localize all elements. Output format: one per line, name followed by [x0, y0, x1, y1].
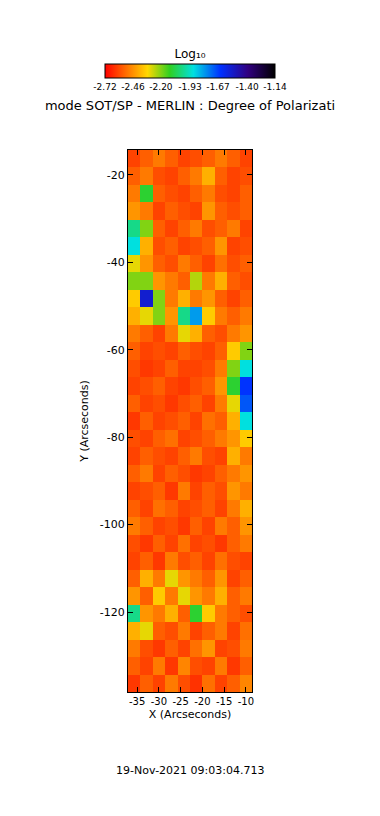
svg-text:-25: -25 [172, 696, 188, 707]
svg-text:-20: -20 [194, 696, 210, 707]
svg-text:-1.93: -1.93 [178, 82, 201, 92]
svg-text:-30: -30 [151, 696, 167, 707]
svg-text:X (Arcseconds): X (Arcseconds) [149, 708, 231, 721]
svg-text:-2.46: -2.46 [121, 82, 145, 92]
svg-text:-2.72: -2.72 [93, 82, 116, 92]
svg-text:mode SOT/SP - MERLIN : Degree: mode SOT/SP - MERLIN : Degree of Polariz… [45, 98, 335, 113]
svg-text:-2.20: -2.20 [149, 82, 173, 92]
svg-text:-40: -40 [107, 256, 125, 269]
svg-text:-1.67: -1.67 [206, 82, 229, 92]
svg-text:-60: -60 [107, 344, 125, 357]
svg-text:-80: -80 [107, 431, 125, 444]
svg-text:-20: -20 [107, 169, 125, 182]
svg-text:-15: -15 [216, 696, 232, 707]
svg-text:-120: -120 [100, 606, 125, 619]
svg-text:-10: -10 [238, 696, 254, 707]
svg-text:-1.14: -1.14 [263, 82, 287, 92]
svg-text:-35: -35 [129, 696, 145, 707]
svg-text:-100: -100 [100, 518, 125, 531]
svg-text:Log₁₀: Log₁₀ [174, 47, 205, 61]
svg-text:19-Nov-2021 09:03:04.713: 19-Nov-2021 09:03:04.713 [116, 764, 265, 777]
svg-text:-1.40: -1.40 [235, 82, 259, 92]
svg-text:Y (Arcseconds): Y (Arcseconds) [78, 380, 91, 463]
